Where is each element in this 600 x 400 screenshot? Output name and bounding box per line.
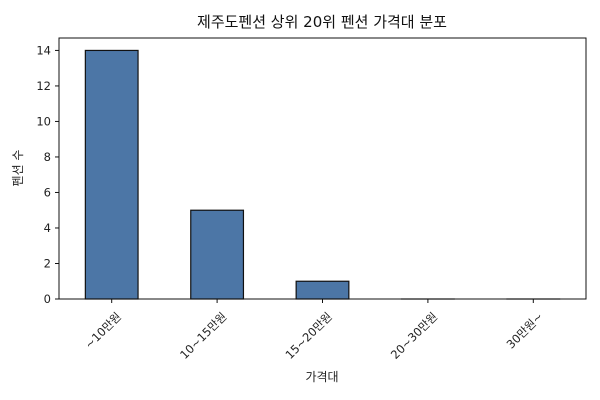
x-axis-label: 가격대: [305, 370, 338, 384]
x-tick-label: ~10만원: [82, 309, 124, 351]
bar-2: [190, 209, 245, 300]
y-tick-label: 6: [44, 185, 51, 199]
y-tick-label: 2: [44, 256, 51, 270]
chart-title: 제주도펜션 상위 20위 펜션 가격대 분포: [197, 13, 447, 31]
y-axis: 0 2 4 6 8 10 12 14: [36, 43, 59, 306]
y-axis-label: 펜션 수: [11, 150, 25, 187]
y-tick-label: 0: [44, 292, 51, 306]
y-tick-label: 4: [44, 221, 51, 235]
bar-3: [295, 280, 350, 300]
plot-frame: [58, 37, 587, 300]
bar-1: [84, 49, 139, 300]
y-tick-label: 10: [36, 114, 51, 128]
bars-group: [84, 49, 561, 300]
x-tick-label: 20~30만원: [388, 309, 440, 361]
x-axis: ~10만원 10~15만원 15~20만원 20~30만원 30만원~: [82, 299, 546, 362]
y-tick-label: 12: [36, 79, 51, 93]
x-tick-label: 15~20만원: [282, 309, 334, 361]
x-tick-label: 30만원~: [504, 309, 546, 351]
x-tick-label: 10~15만원: [177, 309, 229, 361]
y-tick-label: 14: [36, 43, 51, 57]
y-tick-label: 8: [44, 150, 51, 164]
